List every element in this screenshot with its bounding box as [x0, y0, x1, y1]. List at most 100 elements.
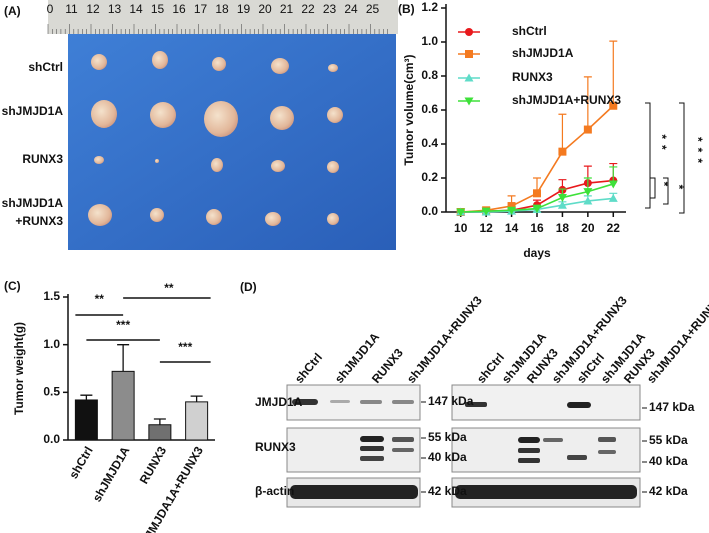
x-tick-label: 18: [556, 221, 570, 235]
tumor: [327, 161, 339, 173]
tumor: [265, 212, 281, 226]
blots: [286, 384, 641, 508]
ruler-number: 25: [366, 2, 380, 16]
ruler: [48, 0, 398, 34]
ruler-number: 20: [258, 2, 272, 16]
x-tick-label: 20: [581, 221, 595, 235]
tumor: [88, 204, 112, 226]
ruler-number: 15: [151, 2, 165, 16]
sig-annotation: ***: [116, 318, 130, 332]
marker: [456, 208, 466, 217]
band: [360, 456, 384, 461]
row-label: RUNX3: [255, 440, 296, 454]
marker: [532, 205, 542, 214]
y-tick-label: 1.0: [43, 337, 60, 351]
tumors: [88, 51, 343, 226]
size-marker: 55 kDa: [428, 430, 467, 444]
legend-label: shJMJD1A+RUNX3: [512, 93, 621, 107]
marker: [557, 194, 567, 203]
legend-label: RUNX3: [512, 70, 553, 84]
row-label: shJMJD1A: [2, 104, 64, 118]
size-marker: 42 kDa: [428, 484, 467, 498]
row-label: β-actin: [255, 484, 294, 498]
error-bar: [558, 113, 567, 152]
marker: [481, 207, 491, 216]
panel-label: (C): [4, 279, 21, 293]
panel-label: (D): [240, 280, 257, 294]
y-tick-label: 0.8: [421, 68, 438, 82]
y-tick-label: 0.5: [43, 385, 60, 399]
band: [392, 448, 414, 452]
tumor: [212, 57, 226, 71]
sig-annotation: **: [95, 292, 105, 306]
band: [392, 400, 414, 404]
marker: [608, 180, 618, 189]
ruler-number: 23: [323, 2, 337, 16]
lane-label: RUNX3: [369, 346, 406, 386]
band: [598, 450, 616, 454]
sig-bracket: [679, 102, 685, 214]
size-marker: 42 kDa: [649, 484, 688, 498]
sig-annotation: ***: [691, 137, 705, 169]
ruler-number: 16: [172, 2, 186, 16]
sig-annotation: **: [655, 134, 669, 155]
panel-label: (A): [4, 4, 21, 18]
band: [518, 448, 540, 453]
sig-bracket: [645, 102, 651, 209]
ruler-number: 17: [194, 2, 208, 16]
ruler-number: 13: [108, 2, 122, 16]
marker: [533, 189, 541, 198]
ruler-number: 22: [301, 2, 315, 16]
x-tick-label: 10: [454, 221, 468, 235]
size-marker: 147 kDa: [649, 400, 695, 414]
marker: [583, 196, 593, 205]
tumor: [327, 213, 339, 225]
tumor: [204, 101, 238, 137]
y-tick-label: 0.0: [43, 432, 60, 446]
x-axis-label: days: [523, 246, 551, 260]
size-marker: 147 kDa: [428, 394, 474, 408]
bar: [111, 370, 135, 441]
band: [292, 399, 318, 405]
legend-marker: [465, 50, 473, 58]
tumor: [152, 51, 168, 69]
ruler-number: 11: [65, 2, 78, 16]
size-marker: 40 kDa: [649, 454, 688, 468]
y-tick-label: 1.2: [421, 0, 438, 14]
band: [598, 437, 616, 442]
band: [360, 436, 384, 442]
legend-marker: [464, 97, 474, 106]
legend-marker: [464, 73, 474, 82]
y-tick-label: 0.4: [421, 136, 438, 150]
sig-bracket: [650, 177, 656, 199]
x-tick-label: 14: [505, 221, 519, 235]
row-label: RUNX3: [22, 152, 63, 166]
tumor: [211, 158, 223, 172]
tumor: [155, 159, 159, 163]
legend-label: shJMJD1A: [512, 46, 574, 60]
y-axis-label: Tumor volume(cm³): [402, 54, 416, 165]
tumor: [94, 156, 104, 164]
photo-background: [68, 34, 396, 250]
row-label: +RUNX3: [15, 214, 63, 228]
band: [567, 455, 587, 460]
error-bar: [80, 394, 93, 400]
legend-marker: [465, 28, 473, 36]
tumor: [150, 208, 164, 222]
ruler-number: 21: [280, 2, 294, 16]
marker: [557, 200, 567, 209]
row-label: shCtrl: [28, 60, 63, 74]
tumor: [271, 58, 289, 74]
marker: [583, 188, 593, 197]
sig-annotation: *: [672, 185, 686, 196]
panel-label: (B): [398, 2, 415, 16]
marker: [507, 206, 517, 215]
band: [455, 485, 637, 499]
x-tick-label: shJMJDA1A+RUNX3: [135, 444, 206, 533]
tumor: [270, 106, 294, 130]
band: [360, 400, 382, 404]
band: [518, 437, 540, 443]
ruler-number: 14: [129, 2, 143, 16]
